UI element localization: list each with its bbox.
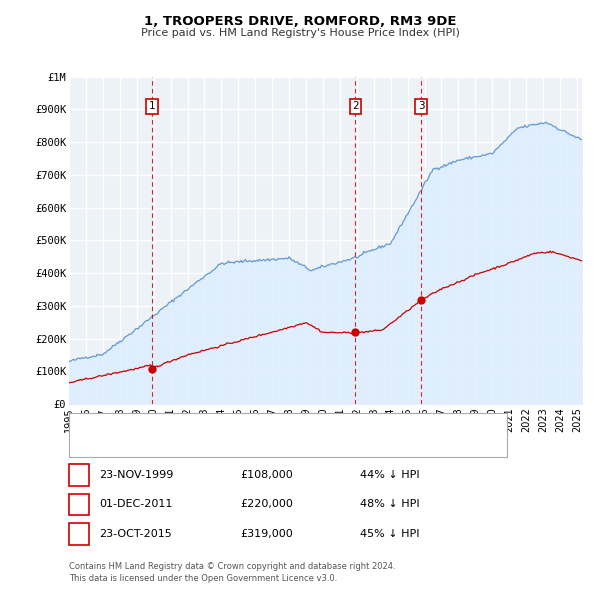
Text: 45% ↓ HPI: 45% ↓ HPI: [360, 529, 419, 539]
Text: HPI: Average price, detached house, Havering: HPI: Average price, detached house, Have…: [98, 441, 338, 451]
Text: This data is licensed under the Open Government Licence v3.0.: This data is licensed under the Open Gov…: [69, 573, 337, 583]
Text: 1, TROOPERS DRIVE, ROMFORD, RM3 9DE (detached house): 1, TROOPERS DRIVE, ROMFORD, RM3 9DE (det…: [98, 420, 411, 430]
Text: 3: 3: [418, 101, 425, 111]
Text: Contains HM Land Registry data © Crown copyright and database right 2024.: Contains HM Land Registry data © Crown c…: [69, 562, 395, 571]
Text: £108,000: £108,000: [240, 470, 293, 480]
Text: 2: 2: [76, 500, 82, 509]
Text: 44% ↓ HPI: 44% ↓ HPI: [360, 470, 419, 480]
Text: 01-DEC-2011: 01-DEC-2011: [99, 500, 172, 509]
Text: £220,000: £220,000: [240, 500, 293, 509]
Text: ——: ——: [76, 441, 98, 451]
Text: 1: 1: [76, 470, 82, 480]
Text: Price paid vs. HM Land Registry's House Price Index (HPI): Price paid vs. HM Land Registry's House …: [140, 28, 460, 38]
Text: 48% ↓ HPI: 48% ↓ HPI: [360, 500, 419, 509]
Text: ——: ——: [76, 420, 98, 430]
Text: 23-NOV-1999: 23-NOV-1999: [99, 470, 173, 480]
Text: 1: 1: [149, 101, 155, 111]
Text: 3: 3: [76, 529, 82, 539]
Text: 2: 2: [352, 101, 359, 111]
Text: 23-OCT-2015: 23-OCT-2015: [99, 529, 172, 539]
Text: £319,000: £319,000: [240, 529, 293, 539]
Text: 1, TROOPERS DRIVE, ROMFORD, RM3 9DE: 1, TROOPERS DRIVE, ROMFORD, RM3 9DE: [144, 15, 456, 28]
